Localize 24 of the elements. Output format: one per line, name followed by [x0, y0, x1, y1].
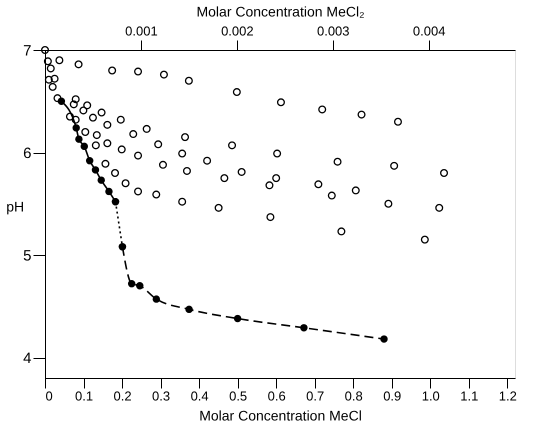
x-tick-label: 0 — [46, 388, 53, 404]
x-tick-label: 0.9 — [383, 388, 402, 404]
x-tick-label: 0.6 — [268, 388, 286, 404]
x-tick-label: 0.2 — [114, 388, 132, 404]
x-axis-title: Molar Concentration MeCl — [199, 408, 362, 424]
x2-tick-label: 0.001 — [125, 24, 158, 38]
x-tick-label: 0.8 — [344, 388, 363, 404]
y-tick-label: 4 — [23, 350, 32, 367]
x2-tick-label: 0.003 — [316, 24, 350, 38]
x2-axis-title: Molar Concentration MeCl₂ — [196, 4, 365, 20]
x-tick-label: 0.3 — [152, 388, 170, 404]
x-tick-label: 0.1 — [74, 388, 94, 404]
x-tick-label: 0.5 — [229, 388, 248, 404]
x2-tick-label: 0.004 — [412, 24, 446, 38]
y-tick-label: 5 — [23, 248, 32, 264]
x-tick-label: 0.7 — [306, 388, 324, 404]
x-tick-label: 0.4 — [190, 388, 209, 404]
x-tick-label: 1.0 — [422, 388, 440, 404]
y-axis-title: pH — [6, 198, 24, 214]
x2-tick-label: 0.002 — [221, 24, 254, 38]
y-tick-label: 6 — [23, 145, 32, 162]
y-tick-label: 7 — [23, 42, 32, 60]
x-tick-label: 1.2 — [498, 388, 517, 404]
x-tick-label: 1.1 — [460, 388, 478, 404]
